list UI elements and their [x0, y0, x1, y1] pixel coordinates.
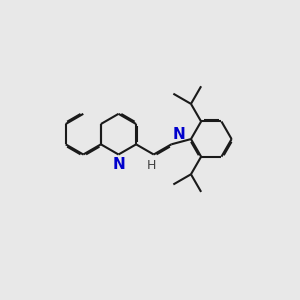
- Text: N: N: [112, 157, 125, 172]
- Text: H: H: [147, 159, 157, 172]
- Text: N: N: [172, 127, 185, 142]
